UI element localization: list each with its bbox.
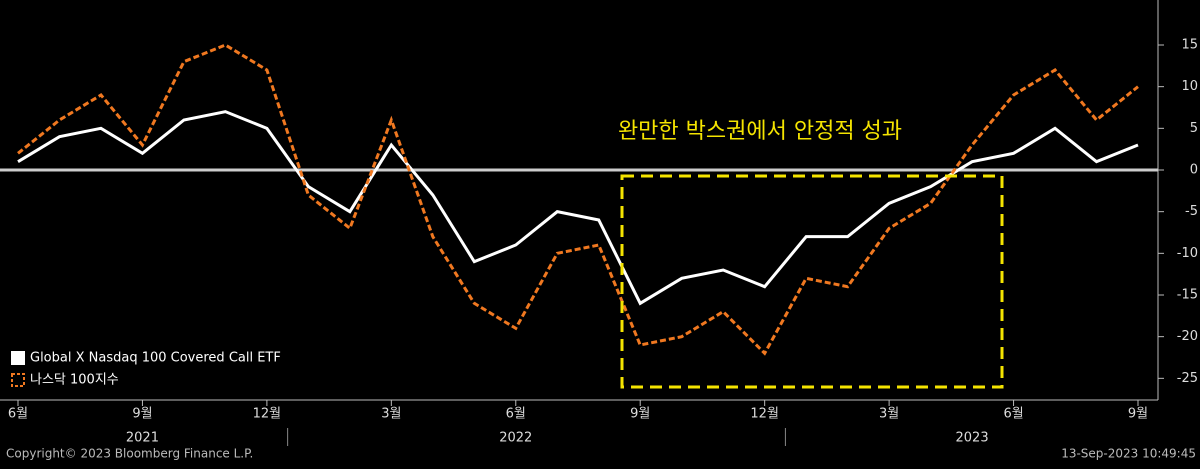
series-line — [17, 43, 1139, 356]
legend — [4, 346, 326, 392]
y-tick-label: 5 — [1190, 121, 1198, 136]
year-label: 2023 — [956, 431, 989, 446]
x-tick-label: 12월 — [253, 407, 282, 422]
series-line — [17, 110, 1139, 306]
y-tick-label: -15 — [1177, 288, 1198, 303]
highlight-box — [620, 174, 1004, 389]
y-tick-label: 10 — [1181, 79, 1198, 94]
x-tick-label: 9월 — [132, 407, 152, 422]
x-tick-label: 9월 — [1128, 407, 1148, 422]
annotation: 완만한 박스권에서 안정적 성과 — [618, 119, 902, 144]
legend-swatch — [11, 351, 25, 365]
y-tick-label: -20 — [1177, 329, 1198, 344]
x-tick-label: 12월 — [750, 407, 779, 422]
x-tick-label: 6월 — [506, 407, 526, 422]
y-tick-label: 15 — [1181, 38, 1198, 53]
year-label: 2022 — [499, 431, 532, 446]
legend-swatch — [11, 373, 25, 387]
x-tick-label: 6월 — [1003, 407, 1023, 422]
y-tick-label: -10 — [1177, 246, 1198, 261]
x-tick-label: 3월 — [879, 407, 899, 422]
year-label: 2021 — [126, 431, 159, 446]
footer-right: 13-Sep-2023 10:49:45 — [1061, 447, 1196, 461]
footer-left: Copyright© 2023 Bloomberg Finance L.P. — [6, 447, 253, 461]
y-tick-label: 0 — [1190, 163, 1198, 178]
legend-label: 나스닥 100지수 — [30, 373, 119, 388]
x-tick-label: 3월 — [381, 407, 401, 422]
x-tick-label: 9월 — [630, 407, 650, 422]
x-tick-label: 6월 — [8, 407, 28, 422]
y-tick-label: -5 — [1185, 204, 1198, 219]
legend-label: Global X Nasdaq 100 Covered Call ETF — [30, 351, 281, 366]
y-tick-label: -25 — [1177, 371, 1198, 386]
